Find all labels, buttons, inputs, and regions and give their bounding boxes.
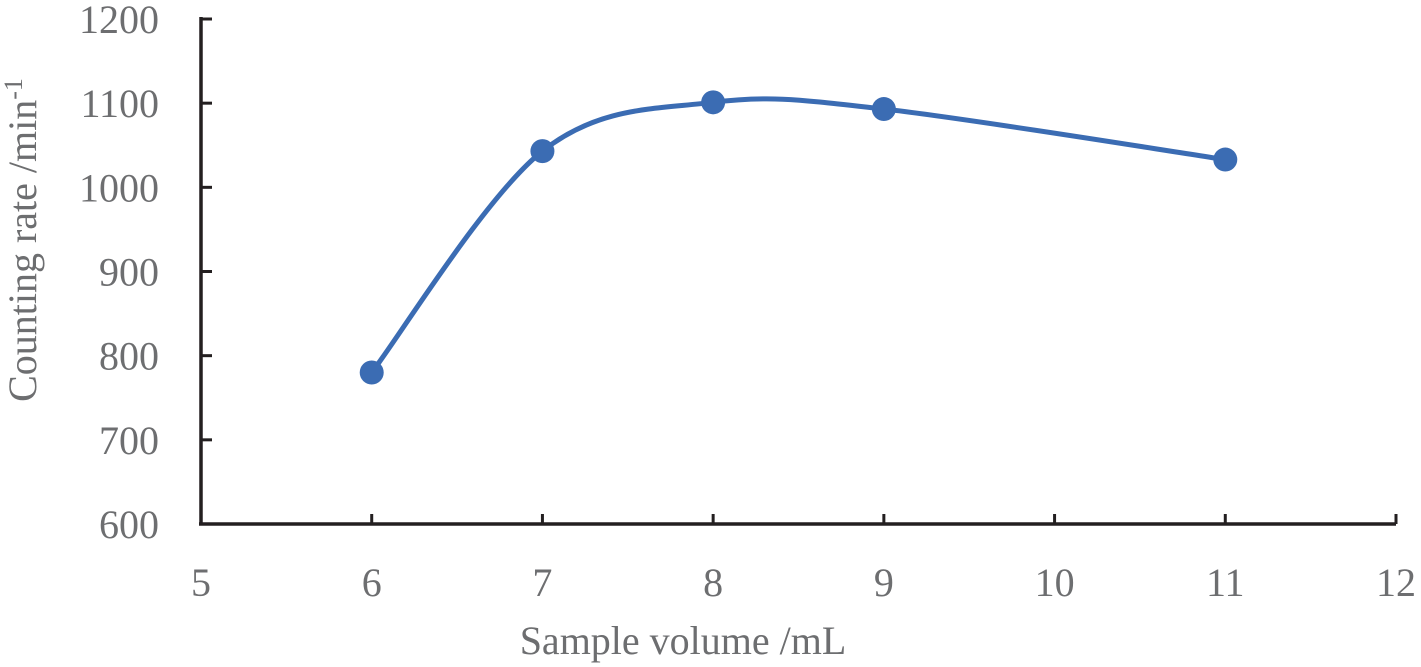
x-axis-title: Sample volume /mL bbox=[520, 618, 847, 663]
y-axis-title-text: Counting rate /min bbox=[0, 100, 45, 402]
y-tick-label: 900 bbox=[99, 250, 159, 295]
axes bbox=[199, 17, 1396, 526]
data-point bbox=[359, 360, 384, 385]
x-tick-label: 9 bbox=[874, 560, 894, 605]
x-tick-label: 12 bbox=[1376, 560, 1416, 605]
data-point bbox=[1213, 147, 1238, 172]
series-layer bbox=[359, 90, 1238, 385]
x-tick-label: 8 bbox=[703, 560, 723, 605]
y-tick-label: 600 bbox=[99, 502, 159, 547]
x-tick-label: 10 bbox=[1035, 560, 1075, 605]
x-tick-label: 7 bbox=[532, 560, 552, 605]
y-tick-label: 1100 bbox=[80, 81, 159, 126]
y-tick-label: 1200 bbox=[79, 0, 159, 42]
data-point bbox=[871, 97, 896, 122]
y-axis-title: Counting rate /min-1 bbox=[0, 78, 45, 402]
data-point bbox=[530, 139, 555, 164]
x-tick-label: 5 bbox=[191, 560, 211, 605]
series-line bbox=[369, 96, 1228, 375]
data-point bbox=[701, 90, 726, 115]
y-axis-title-superscript: -1 bbox=[0, 78, 28, 100]
y-tick-label: 700 bbox=[99, 418, 159, 463]
y-tick-label: 800 bbox=[99, 334, 159, 379]
ticks: 5 6 7 8 9 10 11 12 600 700 800 900 1000 1100 1200 bbox=[79, 0, 1416, 605]
x-tick-label: 11 bbox=[1206, 560, 1245, 605]
y-tick-label: 1000 bbox=[79, 165, 159, 210]
x-tick-label: 6 bbox=[362, 560, 382, 605]
